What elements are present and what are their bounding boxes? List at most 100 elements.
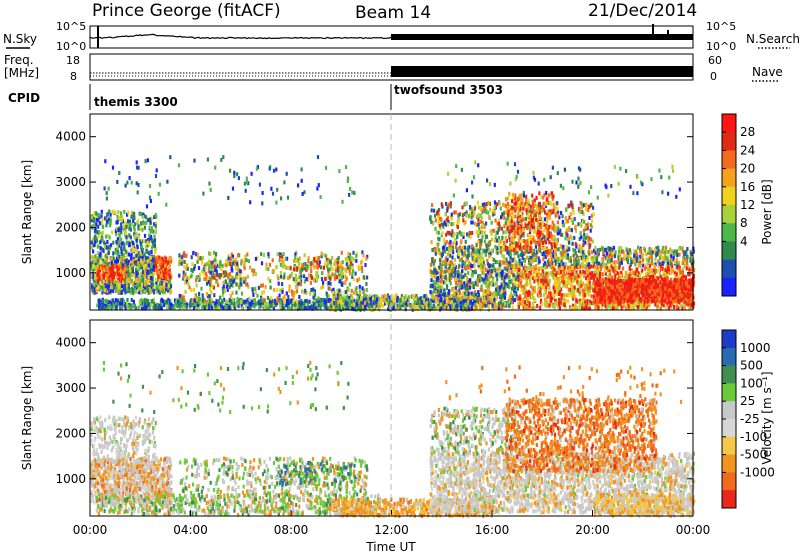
range-gate-cell: [157, 288, 160, 293]
range-gate-cell: [128, 241, 131, 246]
range-gate-cell: [300, 178, 303, 183]
range-gate-cell: [191, 262, 194, 267]
range-gate-cell: [226, 262, 229, 267]
range-gate-cell: [227, 195, 230, 200]
range-gate-cell: [326, 294, 329, 299]
range-gate-cell: [496, 277, 499, 282]
range-gate-cell: [106, 220, 109, 224]
range-gate-cell: [237, 176, 240, 181]
range-gate-cell: [462, 274, 465, 279]
range-gate-cell: [114, 270, 118, 275]
range-gate-cell: [208, 181, 211, 186]
range-gate-cell: [502, 254, 506, 259]
range-gate-cell: [142, 261, 145, 266]
range-gate-cell: [124, 270, 127, 275]
range-gate-cell: [293, 267, 296, 272]
range-gate-cell: [157, 259, 161, 264]
range-gate-cell: [147, 239, 151, 244]
range-gate-cell: [248, 265, 252, 270]
range-gate-cell: [244, 254, 247, 259]
range-gate-cell: [266, 295, 269, 300]
range-gate-cell: [126, 212, 129, 217]
range-gate-cell: [137, 290, 140, 295]
range-gate-cell: [601, 272, 604, 277]
range-gate-cell: [297, 183, 300, 188]
range-gate-cell: [320, 251, 323, 256]
range-gate-cell: [295, 259, 298, 263]
range-gate-cell: [324, 165, 328, 170]
range-gate-cell: [322, 265, 325, 270]
range-gate-cell: [101, 237, 104, 242]
range-gate-cell: [140, 271, 143, 276]
range-gate-cell: [192, 251, 195, 255]
range-gate-cell: [443, 293, 446, 298]
range-gate-cell: [202, 191, 205, 196]
range-gate-cell: [224, 279, 227, 284]
range-gate-cell: [130, 243, 133, 248]
range-gate-cell: [339, 270, 342, 275]
range-gate-cell: [178, 301, 181, 306]
range-gate-cell: [209, 270, 212, 275]
range-gate-cell: [423, 294, 426, 299]
range-gate-cell: [132, 213, 135, 218]
range-gate-cell: [169, 290, 172, 295]
range-gate-cell: [261, 191, 264, 195]
range-gate-cell: [376, 297, 379, 302]
range-gate-cell: [159, 257, 162, 262]
range-gate-cell: [544, 290, 547, 295]
range-gate-cell: [116, 298, 119, 303]
range-gate-cell: [160, 265, 163, 270]
range-gate-cell: [286, 195, 290, 200]
range-gate-cell: [348, 192, 351, 197]
range-gate-cell: [103, 244, 106, 249]
range-gate-cell: [146, 269, 149, 274]
range-gate-cell: [312, 287, 315, 292]
range-gate-cell: [584, 285, 587, 290]
range-gate-cell: [135, 283, 138, 288]
range-gate-cell: [239, 299, 243, 304]
range-gate-cell: [579, 249, 582, 254]
range-gate-cell: [298, 275, 301, 280]
range-gate-cell: [286, 276, 290, 281]
range-gate-cell: [350, 256, 353, 261]
range-gate-cell: [365, 282, 368, 286]
range-gate-cell: [166, 276, 169, 281]
range-gate-cell: [511, 300, 514, 305]
range-gate-cell: [103, 254, 106, 259]
range-gate-cell: [338, 304, 341, 309]
range-gate-cell: [168, 259, 171, 264]
range-gate-cell: [445, 247, 448, 251]
range-gate-cell: [162, 263, 165, 268]
range-gate-cell: [244, 299, 247, 304]
range-gate-cell: [188, 285, 191, 290]
range-gate-cell: [140, 282, 143, 287]
range-gate-cell: [114, 229, 117, 234]
range-gate-cell: [504, 266, 507, 271]
range-gate-cell: [102, 249, 105, 254]
range-gate-cell: [294, 273, 297, 278]
range-gate-cell: [105, 234, 108, 239]
range-gate-cell: [112, 274, 115, 279]
range-gate-cell: [162, 284, 165, 289]
range-gate-cell: [141, 227, 144, 232]
range-gate-cell: [124, 259, 127, 264]
range-gate-cell: [404, 301, 407, 306]
range-gate-cell: [296, 299, 299, 304]
range-gate-cell: [312, 262, 315, 267]
range-gate-cell: [327, 281, 330, 285]
range-gate-cell: [453, 257, 457, 262]
range-gate-cell: [278, 293, 281, 298]
range-gate-cell: [362, 275, 365, 280]
range-gate-cell: [324, 300, 327, 304]
range-gate-cell: [520, 301, 523, 306]
range-gate-cell: [120, 305, 123, 310]
range-gate-cell: [283, 275, 286, 280]
range-gate-cell: [140, 287, 143, 292]
range-gate-cell: [99, 246, 102, 250]
range-gate-cell: [140, 212, 143, 216]
range-gate-cell: [155, 168, 158, 173]
range-gate-cell: [213, 293, 216, 298]
range-gate-cell: [361, 286, 364, 291]
range-gate-cell: [95, 256, 98, 261]
